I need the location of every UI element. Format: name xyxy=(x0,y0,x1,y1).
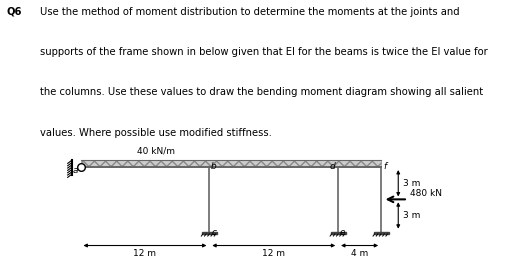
Text: the columns. Use these values to draw the bending moment diagram showing all sal: the columns. Use these values to draw th… xyxy=(40,87,483,97)
Bar xyxy=(374,232,389,234)
Text: supports of the frame shown in below given that EI for the beams is twice the EI: supports of the frame shown in below giv… xyxy=(40,47,487,57)
Polygon shape xyxy=(81,160,381,167)
Text: Use the method of moment distribution to determine the moments at the joints and: Use the method of moment distribution to… xyxy=(40,7,459,16)
Text: a: a xyxy=(72,167,78,175)
Text: d: d xyxy=(330,162,336,171)
Text: Q6: Q6 xyxy=(6,7,22,16)
Text: 40 kN/m: 40 kN/m xyxy=(136,147,175,156)
Text: 12 m: 12 m xyxy=(133,249,157,258)
Text: values. Where possible use modified stiffness.: values. Where possible use modified stif… xyxy=(40,128,272,138)
Text: 480 kN: 480 kN xyxy=(410,189,442,198)
Text: 12 m: 12 m xyxy=(262,249,285,258)
Text: 3 m: 3 m xyxy=(402,211,420,220)
Text: c: c xyxy=(211,228,216,237)
Bar xyxy=(202,232,217,234)
Bar xyxy=(331,232,346,234)
Text: e: e xyxy=(340,228,345,237)
Text: 4 m: 4 m xyxy=(351,249,368,258)
Text: f: f xyxy=(384,162,387,171)
Text: b: b xyxy=(211,162,217,171)
Text: 3 m: 3 m xyxy=(402,179,420,188)
